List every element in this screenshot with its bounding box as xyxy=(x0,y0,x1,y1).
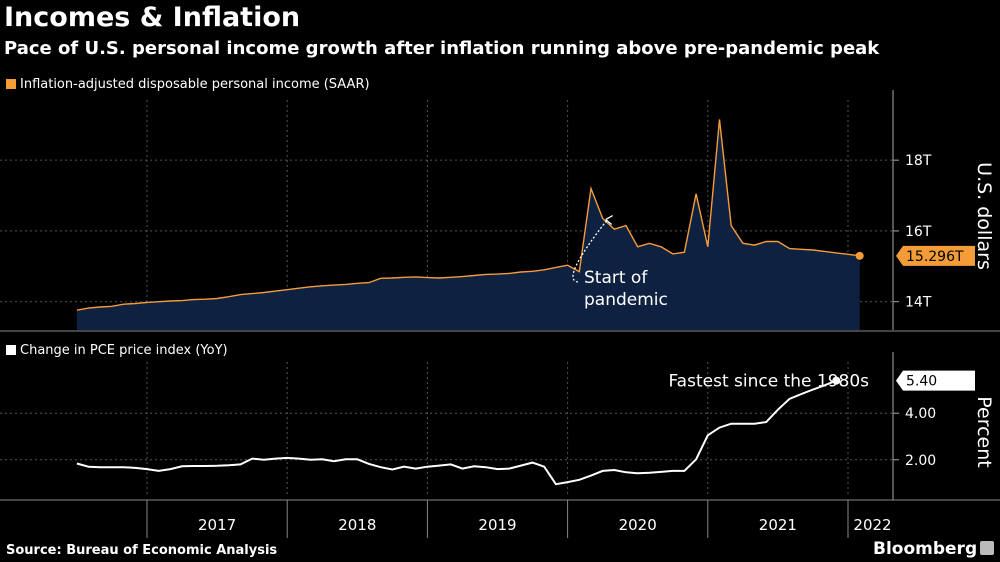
y-tick-label-income-0: 14T xyxy=(905,295,932,311)
y-axis-title-income: U.S. dollars xyxy=(973,162,995,270)
axis-layer: 14T 16T 18T 2.00 4.00 U.S. dollars Percent 2017… xyxy=(0,90,1000,534)
pce-last-point xyxy=(832,376,841,385)
pandemic-arrowhead xyxy=(605,214,613,226)
y-tick-label-income-1: 16T xyxy=(905,224,932,240)
y-axis-title-pce: Percent xyxy=(973,396,995,468)
pandemic-annotation-line2: pandemic xyxy=(584,290,668,310)
income-last-point xyxy=(855,251,864,260)
legend-swatch-income xyxy=(6,79,16,89)
income-last-value-box xyxy=(896,245,975,266)
pce-annotation: Fastest since the 1980s xyxy=(668,372,869,392)
x-tick-label-2017: 2017 xyxy=(198,516,236,534)
income-area xyxy=(76,119,860,330)
legend-label-pce: Change in PCE price index (YoY) xyxy=(20,343,228,358)
bloomberg-icon xyxy=(980,541,994,555)
chart-title: Incomes & Inflation xyxy=(4,2,301,33)
pce-line xyxy=(76,379,837,486)
pce-last-value-label: 5.40 xyxy=(906,374,937,390)
income-line xyxy=(76,119,860,311)
pce-last-value-box xyxy=(896,370,975,391)
legend-pce: Change in PCE price index (YoY) xyxy=(6,343,228,358)
x-tick-label-2020: 2020 xyxy=(619,516,657,534)
x-tick-label-2019: 2019 xyxy=(478,516,516,534)
legend-swatch-pce xyxy=(6,345,16,355)
y-tick-label-pce-0: 2.00 xyxy=(905,453,936,469)
y-tick-label-pce-1: 4.00 xyxy=(905,406,936,422)
source-note: Source: Bureau of Economic Analysis xyxy=(6,543,278,558)
pandemic-arrow xyxy=(572,220,608,283)
y-tick-label-income-2: 18T xyxy=(905,153,932,169)
income-last-value-label: 15.296T xyxy=(906,249,964,265)
pce-panel: 5.40 Fastest since the 1980s xyxy=(76,370,975,486)
x-tick-label-2021: 2021 xyxy=(759,516,797,534)
legend-label-income: Inflation-adjusted disposable personal i… xyxy=(20,77,370,92)
x-tick-label-2018: 2018 xyxy=(338,516,376,534)
brand-logo: Bloomberg xyxy=(873,539,978,559)
legend-income: Inflation-adjusted disposable personal i… xyxy=(6,77,370,92)
x-tick-label-2022: 2022 xyxy=(853,516,891,534)
pandemic-annotation-line1: Start of xyxy=(584,268,648,288)
chart-subtitle: Pace of U.S. personal income growth afte… xyxy=(4,38,880,59)
